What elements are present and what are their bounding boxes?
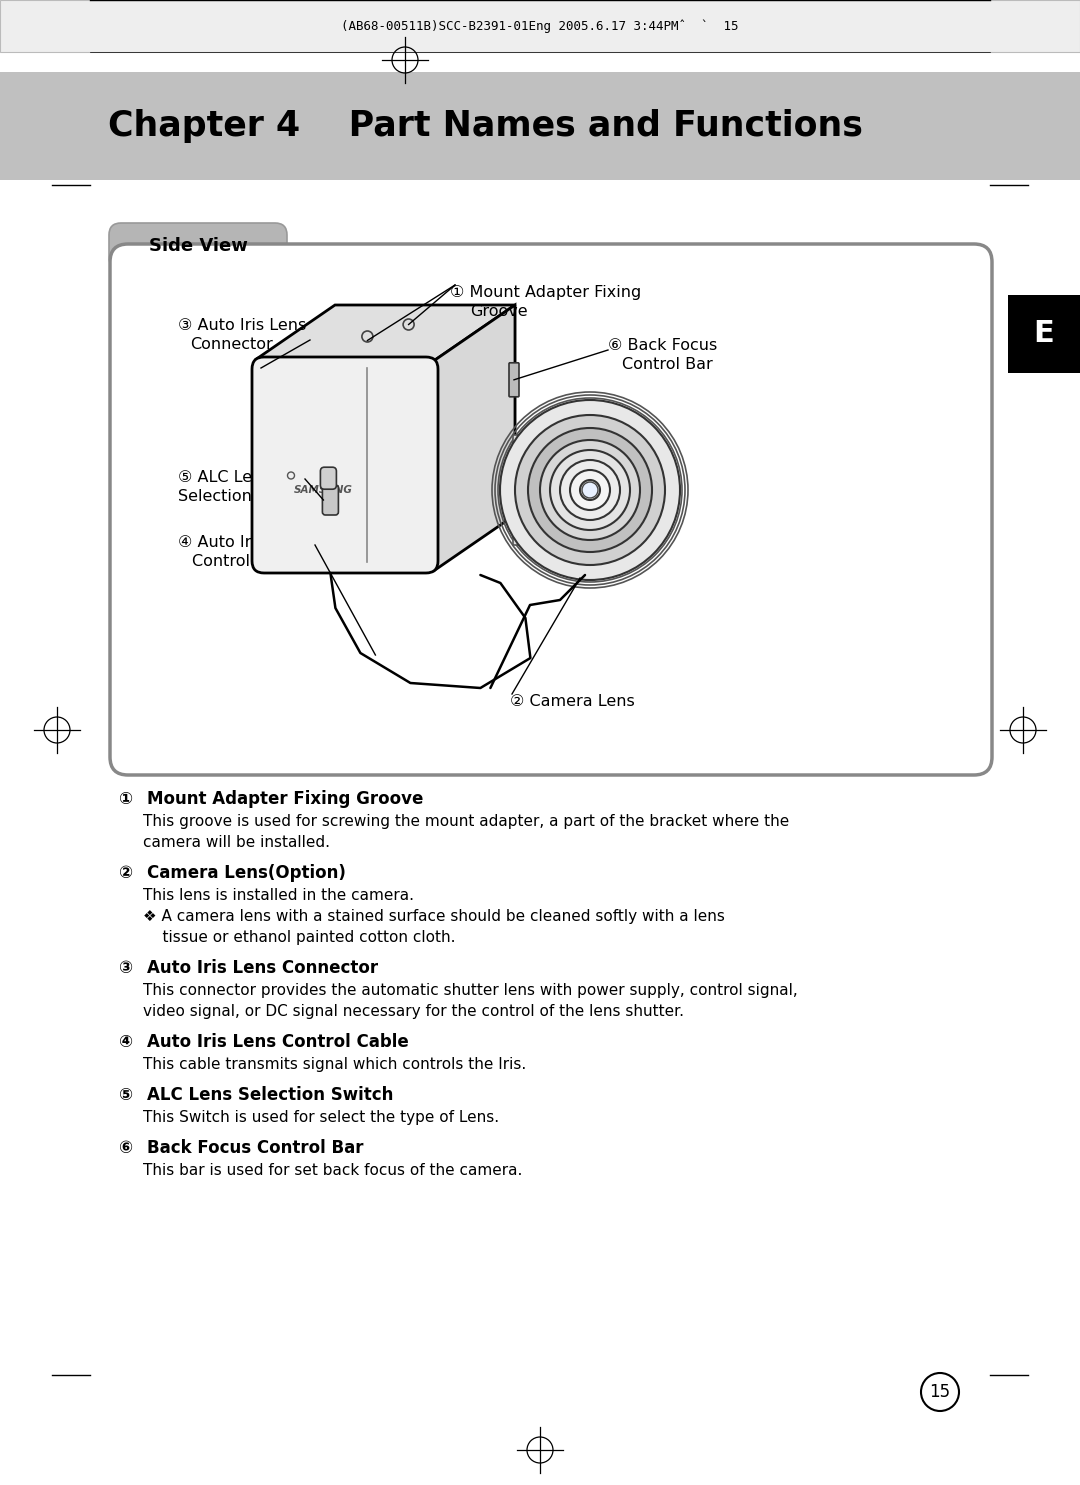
Circle shape — [528, 428, 652, 552]
Text: Groove: Groove — [470, 304, 528, 319]
Text: (AB68-00511B)SCC-B2391-01Eng 2005.6.17 3:44PMˆ  `  15: (AB68-00511B)SCC-B2391-01Eng 2005.6.17 3… — [341, 19, 739, 33]
Text: Auto Iris Lens Connector: Auto Iris Lens Connector — [147, 959, 378, 977]
Text: This connector provides the automatic shutter lens with power supply, control si: This connector provides the automatic sh… — [143, 983, 798, 998]
Circle shape — [570, 469, 610, 509]
Text: Control Cable: Control Cable — [192, 554, 300, 569]
Text: ② Camera Lens: ② Camera Lens — [510, 693, 635, 708]
Text: tissue or ethanol painted cotton cloth.: tissue or ethanol painted cotton cloth. — [143, 930, 456, 944]
Text: ③: ③ — [118, 959, 132, 977]
Text: Back Focus Control Bar: Back Focus Control Bar — [147, 1139, 364, 1157]
Text: ④: ④ — [118, 1034, 132, 1051]
Text: ⑤ ALC Lens: ⑤ ALC Lens — [178, 469, 271, 486]
Circle shape — [580, 480, 600, 500]
Text: Mount Adapter Fixing Groove: Mount Adapter Fixing Groove — [147, 790, 423, 808]
Circle shape — [550, 450, 630, 530]
Text: ❖ A camera lens with a stained surface should be cleaned softly with a lens: ❖ A camera lens with a stained surface s… — [143, 909, 725, 924]
Circle shape — [561, 460, 620, 520]
FancyBboxPatch shape — [323, 486, 338, 515]
Circle shape — [540, 440, 640, 541]
Text: This groove is used for screwing the mount adapter, a part of the bracket where : This groove is used for screwing the mou… — [143, 814, 789, 829]
FancyBboxPatch shape — [1008, 296, 1080, 373]
Text: video signal, or DC signal necessary for the control of the lens shutter.: video signal, or DC signal necessary for… — [143, 1004, 684, 1019]
Text: ①: ① — [118, 790, 132, 808]
Polygon shape — [255, 304, 515, 359]
Text: Chapter 4    Part Names and Functions: Chapter 4 Part Names and Functions — [108, 108, 863, 143]
FancyBboxPatch shape — [509, 362, 519, 396]
Text: Auto Iris Lens Control Cable: Auto Iris Lens Control Cable — [147, 1034, 408, 1051]
Text: This cable transmits signal which controls the Iris.: This cable transmits signal which contro… — [143, 1057, 526, 1072]
Text: Control Bar: Control Bar — [622, 356, 713, 373]
Text: ②: ② — [118, 864, 132, 882]
Text: SAMSUNG: SAMSUNG — [294, 486, 353, 495]
FancyBboxPatch shape — [0, 0, 1080, 52]
FancyBboxPatch shape — [321, 468, 336, 489]
Text: This bar is used for set back focus of the camera.: This bar is used for set back focus of t… — [143, 1163, 523, 1178]
Text: E: E — [1034, 319, 1054, 349]
Text: This lens is installed in the camera.: This lens is installed in the camera. — [143, 888, 414, 903]
FancyBboxPatch shape — [0, 71, 1080, 180]
Circle shape — [582, 483, 598, 497]
Text: ⑥ Back Focus: ⑥ Back Focus — [608, 339, 717, 353]
Text: ① Mount Adapter Fixing: ① Mount Adapter Fixing — [450, 285, 642, 300]
Text: Connector: Connector — [190, 337, 273, 352]
Text: Camera Lens(Option): Camera Lens(Option) — [147, 864, 346, 882]
Polygon shape — [435, 304, 515, 570]
Text: 15: 15 — [930, 1383, 950, 1400]
Text: ③ Auto Iris Lens: ③ Auto Iris Lens — [178, 318, 307, 333]
Text: This Switch is used for select the type of Lens.: This Switch is used for select the type … — [143, 1109, 499, 1126]
Circle shape — [515, 414, 665, 564]
FancyBboxPatch shape — [109, 223, 287, 269]
FancyBboxPatch shape — [513, 435, 543, 545]
Text: ALC Lens Selection Switch: ALC Lens Selection Switch — [147, 1086, 393, 1103]
FancyBboxPatch shape — [110, 244, 993, 775]
Circle shape — [500, 399, 680, 581]
Text: Side View: Side View — [149, 238, 247, 255]
Text: ⑤: ⑤ — [118, 1086, 132, 1103]
Text: ⑥: ⑥ — [118, 1139, 132, 1157]
FancyBboxPatch shape — [252, 356, 438, 573]
Text: ④ Auto Iris Lens: ④ Auto Iris Lens — [178, 535, 307, 549]
Text: Selection Switch: Selection Switch — [178, 489, 310, 503]
Text: camera will be installed.: camera will be installed. — [143, 835, 330, 849]
